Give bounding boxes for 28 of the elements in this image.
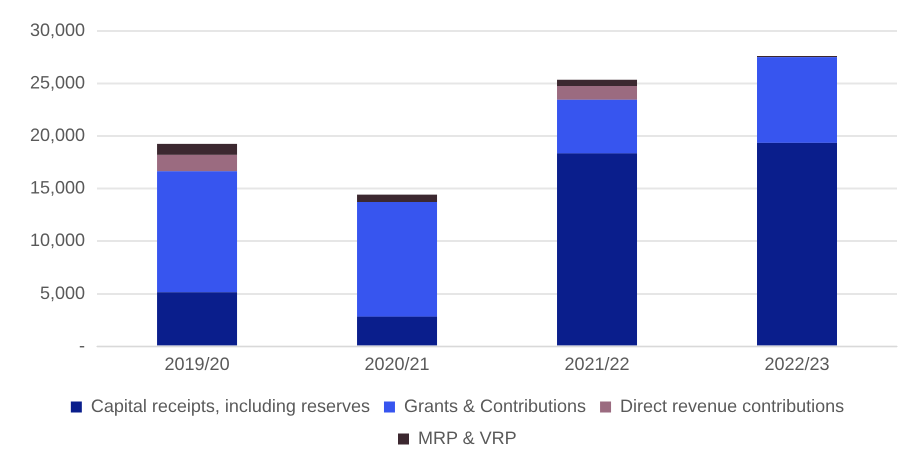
legend-label: Grants & Contributions: [404, 396, 586, 416]
x-tick-label: 2021/22: [564, 354, 630, 374]
legend-label: Capital receipts, including reserves: [90, 396, 370, 416]
x-tick-label: 2020/21: [364, 354, 430, 374]
y-tick-label: 15,000: [30, 178, 86, 198]
bar: [357, 194, 438, 202]
bar: [357, 316, 438, 346]
bar: [757, 57, 838, 143]
bar: [557, 153, 638, 346]
bar: [157, 292, 238, 346]
bar: [757, 142, 838, 346]
y-tick-label: -: [79, 335, 86, 356]
bar: [557, 86, 638, 100]
x-tick-label: 2022/23: [764, 354, 830, 374]
legend-label: MRP & VRP: [418, 428, 517, 448]
x-tick-label: 2019/20: [164, 354, 230, 374]
bar: [157, 144, 238, 155]
bar: [557, 80, 638, 86]
y-tick-label: 25,000: [30, 72, 86, 92]
y-tick-label: 10,000: [30, 230, 86, 250]
y-tick-label: 20,000: [30, 124, 86, 145]
y-tick-label: 5,000: [40, 282, 86, 303]
bar: [157, 154, 238, 172]
bar: [357, 202, 438, 317]
legend-label: Direct revenue contributions: [620, 396, 844, 416]
y-tick-label: 30,000: [30, 20, 86, 40]
bar: [557, 100, 638, 154]
bar: [157, 171, 238, 292]
